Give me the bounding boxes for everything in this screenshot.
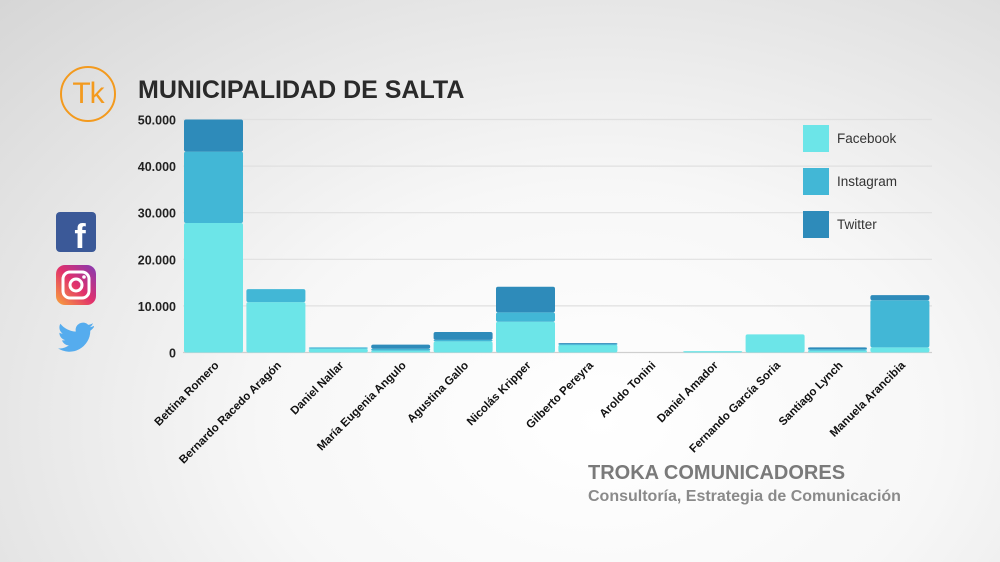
x-tick-label: Agustina Gallo — [405, 360, 471, 426]
bar-facebook — [308, 348, 368, 353]
bar-twitter — [371, 344, 431, 349]
twitter-icon — [58, 322, 94, 352]
y-tick-label: 40.000 — [138, 160, 176, 174]
bar-facebook — [371, 350, 431, 353]
bar-facebook — [246, 302, 306, 353]
bar-twitter — [433, 331, 493, 340]
x-tick-label: Santiago Lynch — [777, 360, 846, 429]
svg-text:f: f — [74, 218, 86, 252]
y-tick-label: 20.000 — [138, 253, 176, 267]
page-title: MUNICIPALIDAD DE SALTA — [138, 76, 465, 104]
troka-logo: Tk — [60, 66, 116, 122]
bar-instagram — [246, 289, 306, 303]
x-tick-label: Nicolás Kripper — [465, 359, 534, 428]
bar-instagram — [184, 151, 243, 223]
legend-swatch-facebook — [803, 125, 829, 152]
x-tick-label: Daniel Nallar — [289, 359, 347, 417]
bar-twitter — [870, 295, 930, 301]
legend-label: Facebook — [837, 131, 897, 146]
x-tick-label: Aroldo Tonini — [598, 360, 659, 421]
bar-facebook — [184, 222, 243, 353]
bar-facebook — [683, 351, 743, 353]
x-tick-label: Gilberto Pereyra — [524, 359, 596, 431]
bar-instagram — [371, 348, 431, 351]
bar-instagram — [433, 339, 493, 342]
company-name: TROKA COMUNICADORES — [588, 462, 846, 484]
instagram-icon — [56, 265, 96, 305]
y-tick-label: 0 — [169, 347, 176, 361]
x-tick-label: Daniel Amador — [655, 359, 721, 425]
bar-instagram — [308, 347, 368, 349]
legend-swatch-instagram — [803, 168, 829, 195]
bar-facebook — [870, 347, 930, 353]
legend-swatch-twitter — [803, 211, 829, 238]
facebook-icon: f — [56, 212, 96, 252]
company-tagline: Consultoría, Estrategia de Comunicación — [588, 488, 901, 505]
bar-facebook — [558, 344, 618, 353]
x-tick-label: Bettina Romero — [153, 360, 222, 429]
bar-twitter — [558, 343, 618, 345]
bar-facebook — [433, 341, 493, 353]
legend-label: Twitter — [837, 217, 877, 232]
bar-instagram — [808, 349, 867, 351]
bar-instagram — [558, 344, 618, 346]
bar-facebook — [745, 334, 805, 353]
x-tick-label: Bernardo Racedo Aragón — [177, 360, 284, 467]
legend-label: Instagram — [837, 174, 897, 189]
bar-facebook — [496, 321, 555, 353]
bar-twitter — [496, 286, 555, 313]
y-tick-label: 50.000 — [138, 114, 176, 128]
bar-instagram — [496, 312, 555, 322]
bar-twitter — [808, 347, 867, 350]
y-tick-label: 30.000 — [138, 207, 176, 221]
bar-facebook — [808, 350, 867, 353]
bar-instagram — [870, 300, 930, 348]
bar-twitter — [184, 119, 243, 152]
y-tick-label: 10.000 — [138, 300, 176, 314]
